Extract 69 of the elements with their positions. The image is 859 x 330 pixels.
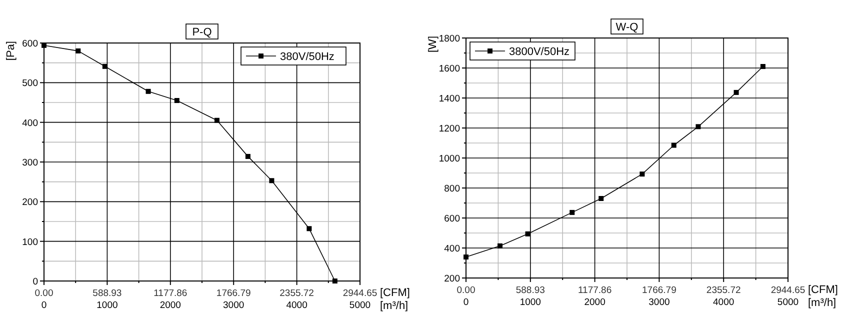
point <box>102 64 108 69</box>
point <box>464 254 468 260</box>
x2-tick-label: 588.93 <box>516 285 545 296</box>
y-tick-label: 800 <box>444 184 460 194</box>
legend-label: 3800V/50Hz <box>509 46 570 58</box>
point <box>146 88 151 94</box>
legend-label: 380V/50Hz <box>280 51 334 63</box>
x-tick-label: 5000 <box>777 297 799 308</box>
y-tick-label: 1200 <box>438 124 460 134</box>
y-tick-label: 0 <box>32 276 38 288</box>
y-tick-label: 1400 <box>438 94 460 104</box>
x-axis-title: [m³/h] <box>380 300 408 312</box>
x-tick-label: 3000 <box>223 300 244 311</box>
point <box>269 178 274 184</box>
y-tick-label: 200 <box>444 274 460 284</box>
x2-axis-title: [CFM] <box>380 287 410 299</box>
point <box>498 243 503 248</box>
x2-tick-label: 2944.65 <box>342 288 378 299</box>
point <box>76 48 81 54</box>
y-tick-label: 1600 <box>438 64 460 74</box>
x2-axis-title: [CFM] <box>808 284 838 296</box>
point <box>214 118 220 123</box>
y-tick-label: 300 <box>22 158 38 168</box>
point <box>760 64 766 69</box>
y-tick-label: 600 <box>444 214 460 224</box>
x-tick-label: 4000 <box>713 297 734 308</box>
y-tick-label: 1000 <box>438 154 460 164</box>
x-tick-label: 0 <box>463 297 469 308</box>
x-tick-label: 4000 <box>286 300 308 311</box>
y-tick-label: 500 <box>22 78 38 90</box>
point <box>245 154 250 159</box>
y-tick-label: 600 <box>22 38 38 50</box>
x2-tick-label: 1177.86 <box>578 285 612 296</box>
point <box>696 124 701 130</box>
point <box>734 90 739 95</box>
y-axis-title: [W] <box>427 36 439 52</box>
point <box>640 172 645 177</box>
x2-tick-label: 0.00 <box>456 285 476 296</box>
x2-tick-label: 1766.79 <box>642 285 676 296</box>
x-tick-label: 2000 <box>160 300 181 311</box>
x2-tick-label: 2355.72 <box>280 288 314 299</box>
x2-tick-label: 1177.86 <box>154 288 188 299</box>
x-tick-label: 0 <box>41 300 47 311</box>
x2-tick-label: 588.93 <box>92 288 122 299</box>
y-tick-label: 1800 <box>438 34 460 44</box>
point <box>671 142 676 148</box>
x-axis-title: [m³/h] <box>808 297 836 309</box>
x-tick-label: 1000 <box>520 297 541 308</box>
x-tick-label: 1000 <box>96 300 118 311</box>
x2-tick-label: 2944.65 <box>770 285 806 296</box>
point <box>525 231 530 236</box>
point <box>332 278 338 284</box>
y-axis-title: [Pa] <box>5 41 17 61</box>
x-tick-label: 5000 <box>349 300 371 311</box>
x-tick-label: 2000 <box>584 297 606 308</box>
x-tick-label: 3000 <box>648 297 670 308</box>
y-tick-label: 200 <box>22 197 38 208</box>
point <box>570 210 575 215</box>
x2-tick-label: 1766.79 <box>216 288 251 299</box>
y-tick-label: 400 <box>22 118 38 129</box>
point <box>174 98 180 104</box>
chart-title: P-Q <box>192 26 212 38</box>
y-tick-label: 400 <box>444 244 460 254</box>
chart-title: W-Q <box>616 22 639 34</box>
y-tick-label: 100 <box>22 236 38 248</box>
point <box>306 226 312 232</box>
point <box>598 196 604 201</box>
x2-tick-label: 0.00 <box>34 288 54 299</box>
x2-tick-label: 2355.72 <box>706 285 741 296</box>
